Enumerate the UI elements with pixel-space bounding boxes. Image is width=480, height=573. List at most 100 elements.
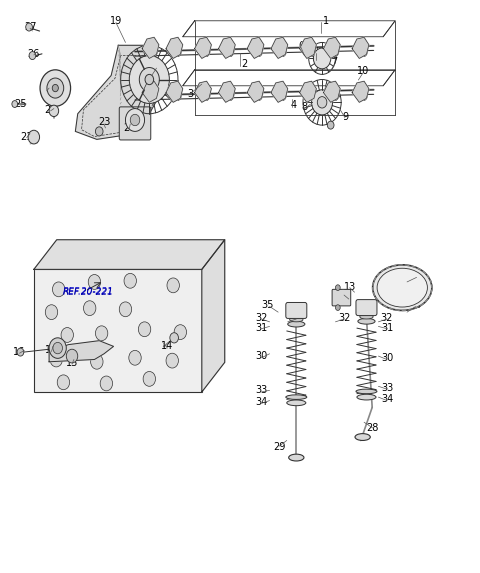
- Ellipse shape: [255, 42, 263, 56]
- Circle shape: [57, 375, 70, 390]
- Text: 32: 32: [381, 313, 393, 323]
- Polygon shape: [271, 81, 288, 103]
- Text: 30: 30: [255, 351, 268, 361]
- Ellipse shape: [358, 319, 375, 324]
- Polygon shape: [34, 240, 225, 269]
- Ellipse shape: [288, 454, 304, 461]
- Text: 15: 15: [66, 358, 78, 368]
- Ellipse shape: [333, 88, 338, 99]
- Text: 1: 1: [323, 17, 329, 26]
- Circle shape: [61, 328, 73, 343]
- Ellipse shape: [288, 321, 305, 327]
- Polygon shape: [324, 37, 340, 58]
- Circle shape: [28, 130, 39, 144]
- Circle shape: [170, 333, 179, 343]
- Polygon shape: [195, 81, 211, 103]
- Text: 35: 35: [409, 300, 422, 310]
- Polygon shape: [202, 240, 225, 392]
- Text: 31: 31: [255, 323, 268, 332]
- Ellipse shape: [279, 42, 287, 56]
- Polygon shape: [247, 37, 264, 58]
- Circle shape: [53, 343, 62, 354]
- Polygon shape: [142, 37, 159, 58]
- Circle shape: [138, 322, 151, 337]
- Ellipse shape: [151, 86, 157, 100]
- Circle shape: [47, 78, 64, 98]
- Text: 35: 35: [262, 300, 274, 310]
- Ellipse shape: [355, 434, 370, 441]
- Circle shape: [139, 68, 159, 92]
- FancyBboxPatch shape: [286, 303, 307, 319]
- Circle shape: [50, 352, 62, 367]
- Polygon shape: [247, 81, 264, 103]
- Circle shape: [26, 23, 33, 31]
- Text: 4: 4: [290, 100, 297, 110]
- Text: 34: 34: [381, 394, 393, 405]
- Circle shape: [143, 371, 156, 386]
- Text: 3: 3: [187, 89, 193, 99]
- Ellipse shape: [174, 86, 181, 100]
- Polygon shape: [75, 45, 168, 139]
- Ellipse shape: [176, 44, 180, 54]
- Circle shape: [336, 305, 340, 311]
- Circle shape: [100, 376, 113, 391]
- Ellipse shape: [286, 395, 307, 399]
- Circle shape: [313, 48, 331, 69]
- Ellipse shape: [357, 394, 376, 400]
- Circle shape: [129, 56, 169, 104]
- Circle shape: [317, 97, 327, 108]
- Ellipse shape: [281, 44, 285, 54]
- FancyBboxPatch shape: [119, 107, 151, 140]
- Circle shape: [45, 305, 58, 320]
- Ellipse shape: [227, 42, 234, 56]
- Circle shape: [52, 84, 59, 92]
- Text: 18: 18: [150, 62, 163, 72]
- Ellipse shape: [257, 44, 262, 54]
- Ellipse shape: [174, 42, 181, 56]
- Ellipse shape: [308, 42, 315, 56]
- Ellipse shape: [287, 400, 306, 406]
- Text: 27: 27: [24, 22, 36, 32]
- Ellipse shape: [204, 88, 209, 99]
- Circle shape: [130, 114, 140, 125]
- Ellipse shape: [151, 42, 157, 56]
- Text: 2: 2: [241, 59, 248, 69]
- Ellipse shape: [362, 44, 366, 54]
- Circle shape: [166, 353, 179, 368]
- Ellipse shape: [204, 44, 209, 54]
- Ellipse shape: [332, 42, 339, 56]
- Polygon shape: [300, 81, 316, 103]
- Circle shape: [52, 282, 65, 297]
- Polygon shape: [271, 37, 288, 58]
- Circle shape: [49, 338, 66, 358]
- Polygon shape: [49, 341, 114, 362]
- Polygon shape: [195, 37, 211, 58]
- Polygon shape: [352, 81, 369, 103]
- Text: 31: 31: [381, 323, 393, 332]
- Ellipse shape: [279, 86, 287, 100]
- Circle shape: [119, 302, 132, 317]
- Text: 32: 32: [290, 313, 302, 323]
- Circle shape: [327, 121, 334, 129]
- Ellipse shape: [333, 44, 338, 54]
- Polygon shape: [324, 81, 340, 103]
- Text: REF.20-221: REF.20-221: [62, 288, 113, 297]
- Polygon shape: [218, 81, 235, 103]
- Ellipse shape: [289, 317, 303, 322]
- Ellipse shape: [228, 44, 233, 54]
- Ellipse shape: [332, 86, 339, 100]
- Ellipse shape: [203, 86, 210, 100]
- Text: 26: 26: [28, 49, 40, 59]
- Text: 28: 28: [367, 423, 379, 433]
- Circle shape: [312, 90, 333, 115]
- Polygon shape: [142, 81, 159, 103]
- Circle shape: [129, 350, 141, 365]
- Text: 20: 20: [123, 123, 135, 133]
- Ellipse shape: [360, 315, 373, 319]
- Circle shape: [40, 70, 71, 107]
- Ellipse shape: [281, 88, 285, 99]
- Ellipse shape: [309, 44, 314, 54]
- Circle shape: [125, 109, 144, 131]
- Text: 10: 10: [357, 66, 369, 76]
- Text: 19: 19: [110, 17, 122, 26]
